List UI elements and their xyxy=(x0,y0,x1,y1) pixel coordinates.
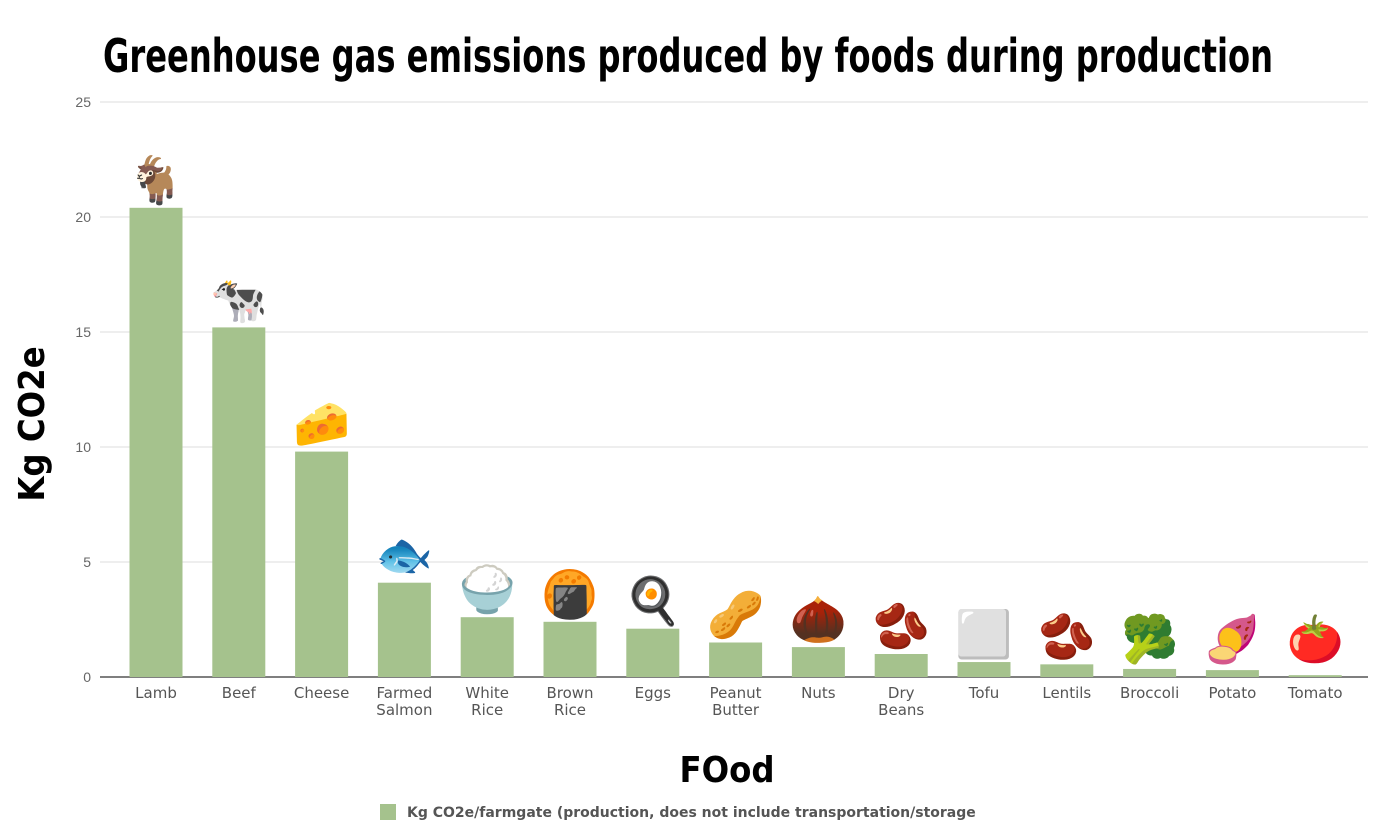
bar-lentils xyxy=(1040,664,1094,677)
x-tick-label: Eggs xyxy=(635,684,672,702)
fish-icon: 🐟 xyxy=(376,528,433,582)
legend: Kg CO2e/farmgate (production, does not i… xyxy=(380,804,976,821)
fried-egg-icon: 🍳 xyxy=(624,574,681,629)
bar-beef xyxy=(212,327,266,677)
x-tick-label: Beef xyxy=(222,684,257,702)
goat-icon: 🐐 xyxy=(127,153,184,207)
cow-icon: 🐄 xyxy=(210,272,267,326)
rice-bowl-icon: 🍚 xyxy=(459,562,517,616)
x-tick-label: Nuts xyxy=(801,684,836,702)
food-icons: 🐐 🐄 🧀 🐟 🍚 🍘 🍳 🥜 🌰 🫘 ⬜ 🫘 🥦 🍠 🍅 xyxy=(127,153,1343,667)
x-tick-label: Butter xyxy=(712,701,760,719)
y-tick-label: 0 xyxy=(83,669,91,685)
x-tick-label: Brown xyxy=(546,684,593,702)
bean-bag-icon: 🫘 xyxy=(873,598,930,653)
x-tick-label: Dry xyxy=(888,684,915,702)
bar-white-rice xyxy=(460,617,514,677)
x-tick-label: Tofu xyxy=(968,684,1000,702)
bar-brown-rice xyxy=(543,621,597,677)
bar-eggs xyxy=(626,628,680,677)
x-tick-label: Lentils xyxy=(1042,684,1091,702)
y-tick-label: 5 xyxy=(83,554,91,570)
walnut-icon: 🌰 xyxy=(790,592,847,646)
bar-tofu xyxy=(957,662,1011,677)
x-tick-label: Peanut xyxy=(710,684,762,702)
y-tick-label: 15 xyxy=(75,324,91,340)
x-tick-label: White xyxy=(465,684,509,702)
lentil-icon: 🫘 xyxy=(1038,608,1095,663)
y-tick-label: 25 xyxy=(75,94,91,110)
legend-swatch xyxy=(380,804,396,820)
tomato-icon: 🍅 xyxy=(1287,612,1344,667)
legend-label: Kg CO2e/farmgate (production, does not i… xyxy=(407,805,976,821)
bar-nuts xyxy=(791,647,845,677)
x-tick-label: Salmon xyxy=(376,701,432,719)
y-axis-title: Kg CO2e xyxy=(12,346,53,501)
bar-lamb xyxy=(129,207,183,678)
y-tick-label: 10 xyxy=(75,439,91,455)
cheese-icon: 🧀 xyxy=(293,397,350,451)
x-tick-label: Potato xyxy=(1208,684,1256,702)
x-axis-labels: Lamb Beef Cheese FarmedSalmonWhiteRiceBrown… xyxy=(135,684,1342,719)
x-tick-label: Farmed xyxy=(377,684,433,702)
bar-dry-beans xyxy=(874,654,928,677)
rice-cracker-icon: 🍘 xyxy=(541,567,598,621)
tofu-icon: ⬜ xyxy=(955,607,1012,661)
x-tick-label: Rice xyxy=(471,701,503,719)
bar-farmed-salmon xyxy=(377,582,431,677)
x-tick-label: Rice xyxy=(554,701,586,719)
x-tick-label: Broccoli xyxy=(1120,684,1179,702)
bar-potato xyxy=(1205,670,1259,677)
bar-peanut-butter xyxy=(709,642,763,677)
chart-title: Greenhouse gas emissions produced by foo… xyxy=(103,29,1273,83)
bars xyxy=(129,207,1342,678)
peanut-icon: 🥜 xyxy=(707,586,764,642)
bar-cheese xyxy=(295,451,349,677)
x-tick-label: Lamb xyxy=(135,684,177,702)
x-tick-label: Cheese xyxy=(294,684,349,702)
sweet-potato-icon: 🍠 xyxy=(1204,612,1261,666)
y-axis-ticks: 0 5 10 15 20 25 xyxy=(75,94,91,685)
bar-broccoli xyxy=(1123,668,1177,677)
x-tick-label: Beans xyxy=(878,701,924,719)
x-axis-title: FOod xyxy=(679,750,774,791)
bar-tomato xyxy=(1288,675,1342,677)
broccoli-icon: 🥦 xyxy=(1121,611,1178,667)
y-tick-label: 20 xyxy=(75,209,91,225)
x-tick-label: Tomato xyxy=(1287,684,1343,702)
